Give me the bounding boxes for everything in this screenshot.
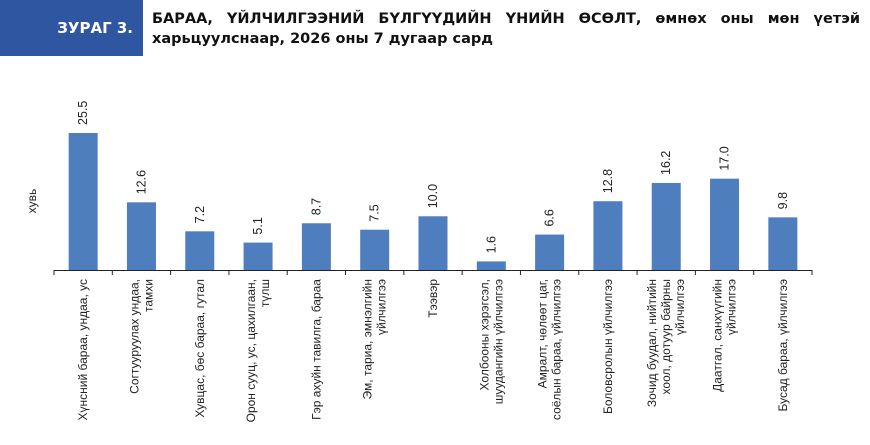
data-label: 7.2 bbox=[193, 206, 207, 223]
x-tick-label: Бусад бараа, үйлчилгээ bbox=[776, 279, 790, 411]
x-tick-label: Хувцас, бөс бараа, гутал bbox=[193, 279, 207, 418]
data-label: 8.7 bbox=[309, 198, 323, 215]
x-tick-label-line: Эм, тариа, эмнэлгийн bbox=[361, 279, 375, 399]
x-tick-label-line: Хүнсний бараа, ундаа, ус bbox=[76, 279, 90, 420]
data-label: 10.0 bbox=[426, 184, 440, 208]
x-tick-label: Зочид буудал, нийтийнхоол, дотуур байрны… bbox=[645, 279, 687, 407]
bar bbox=[593, 201, 623, 270]
x-tick-label: Тээвэр bbox=[426, 279, 440, 318]
data-label: 12.6 bbox=[134, 170, 148, 194]
bar bbox=[360, 229, 390, 270]
x-tick-label-line: Хувцас, бөс бараа, гутал bbox=[193, 279, 207, 418]
bar bbox=[418, 216, 448, 270]
x-tick-label-line: Амралт, чөлөөт цаг, bbox=[536, 279, 550, 388]
x-tick-label-line: Холбооны хэрэгсэл, bbox=[477, 279, 491, 390]
x-tick-label: Даатгал, санхүүгийнүйлчилгээ bbox=[711, 279, 739, 392]
data-label: 9.8 bbox=[776, 192, 790, 209]
x-tick-label-line: тамхи bbox=[141, 279, 155, 312]
x-tick-label-line: шуудангийн үйлчилгээ bbox=[491, 279, 505, 404]
x-tick-label: Эм, тариа, эмнэлгийнүйлчилгээ bbox=[361, 279, 389, 399]
x-tick-label-line: Гэр ахуйн тавилга, бараа bbox=[309, 279, 323, 420]
figure-number-badge: ЗУРАГ 3. bbox=[0, 0, 143, 56]
x-tick-label: Хүнсний бараа, ундаа, ус bbox=[76, 279, 90, 420]
bar bbox=[243, 242, 273, 270]
x-tick-label: Холбооны хэрэгсэл,шуудангийн үйлчилгээ bbox=[477, 279, 505, 404]
x-tick-label-line: Боловсролын үйлчилгээ bbox=[601, 279, 615, 414]
data-label: 1.6 bbox=[484, 236, 498, 253]
bar bbox=[476, 261, 506, 270]
x-tick-label-line: Даатгал, санхүүгийн bbox=[711, 279, 725, 392]
data-label: 25.5 bbox=[76, 101, 90, 125]
data-label: 6.6 bbox=[543, 209, 557, 226]
x-tick-label-line: Тээвэр bbox=[426, 279, 440, 318]
bar bbox=[301, 223, 331, 270]
x-tick-label-line: түлш bbox=[258, 279, 272, 307]
data-label: 17.0 bbox=[718, 146, 732, 170]
chart-title: БАРАА, ҮЙЛЧИЛГЭЭНИЙ БҮЛГҮҮДИЙН ҮНИЙН ӨСӨ… bbox=[152, 11, 860, 47]
data-label: 16.2 bbox=[659, 151, 673, 175]
x-tick-label-line: соёлын бараа, үйлчилгээ bbox=[550, 279, 564, 420]
x-tick-label: Гэр ахуйн тавилга, бараа bbox=[309, 279, 323, 420]
bar bbox=[126, 202, 156, 270]
x-tick-label-line: үйлчилгээ bbox=[673, 279, 687, 335]
bar bbox=[710, 178, 740, 270]
x-tick-label-line: Орон сууц, ус, цахилгаан, bbox=[244, 279, 258, 422]
x-tick-label-line: Зочид буудал, нийтийн bbox=[645, 279, 659, 407]
x-tick-label-line: хоол, дотуур байрны bbox=[659, 279, 673, 394]
x-tick-label: Амралт, чөлөөт цаг,соёлын бараа, үйлчилг… bbox=[536, 279, 564, 420]
y-axis-label: хувь bbox=[25, 189, 39, 214]
data-label: 7.5 bbox=[368, 204, 382, 221]
bar bbox=[185, 231, 215, 270]
x-tick-label: Согтууруулах ундаа,тамхи bbox=[127, 279, 155, 394]
bar bbox=[651, 182, 681, 270]
data-label: 12.8 bbox=[601, 169, 615, 193]
x-tick-label-line: үйлчилгээ bbox=[725, 279, 739, 335]
bar bbox=[68, 133, 98, 270]
x-tick-label: Боловсролын үйлчилгээ bbox=[601, 279, 615, 414]
bar bbox=[768, 217, 798, 270]
x-tick-label-line: Бусад бараа, үйлчилгээ bbox=[776, 279, 790, 411]
data-label: 5.1 bbox=[251, 217, 265, 234]
x-tick-label: Орон сууц, ус, цахилгаан,түлш bbox=[244, 279, 272, 422]
bar bbox=[535, 234, 565, 270]
x-tick-label-line: Согтууруулах ундаа, bbox=[127, 279, 141, 394]
x-tick-label-line: үйлчилгээ bbox=[375, 279, 389, 335]
